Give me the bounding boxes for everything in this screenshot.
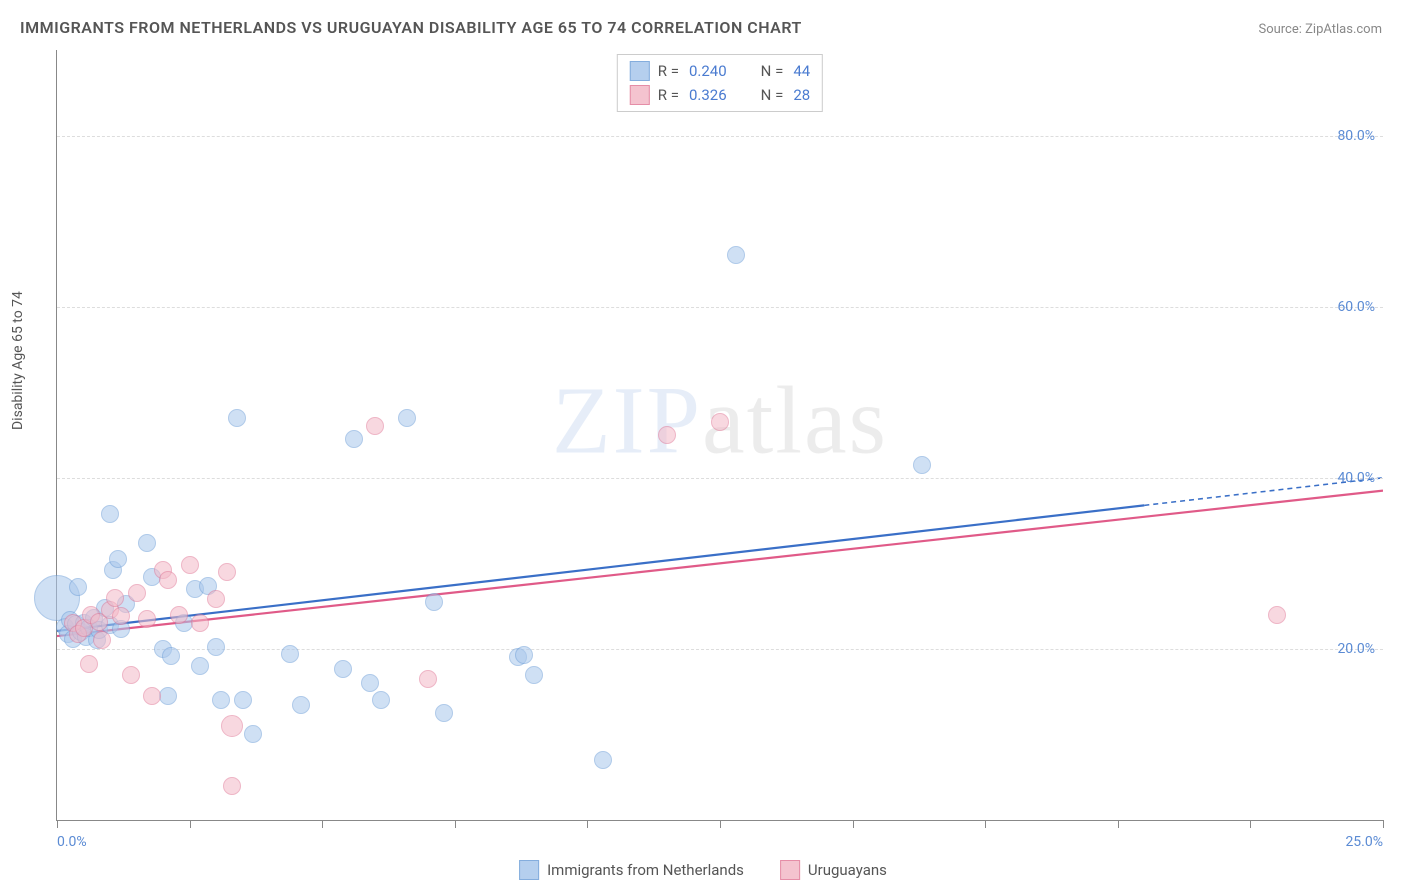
- data-point: [181, 556, 199, 574]
- data-point: [361, 674, 379, 692]
- x-tick: [853, 820, 854, 828]
- data-point: [122, 666, 140, 684]
- legend-item: Uruguayans: [780, 860, 887, 880]
- data-point: [398, 409, 416, 427]
- data-point: [218, 563, 236, 581]
- data-point: [228, 409, 246, 427]
- data-point: [594, 751, 612, 769]
- legend-label: Uruguayans: [808, 861, 887, 879]
- data-point: [727, 246, 745, 264]
- stats-legend-box: R = 0.240 N = 44 R = 0.326 N = 28: [617, 54, 823, 112]
- bottom-legend: Immigrants from Netherlands Uruguayans: [519, 860, 887, 880]
- stat-n-label: N =: [761, 59, 784, 83]
- x-tick: [57, 820, 58, 828]
- stat-r-value: 0.326: [689, 83, 727, 107]
- chart-title: IMMIGRANTS FROM NETHERLANDS VS URUGUAYAN…: [20, 18, 802, 37]
- data-point: [366, 417, 384, 435]
- x-tick: [1118, 820, 1119, 828]
- x-tick: [587, 820, 588, 828]
- data-point: [106, 589, 124, 607]
- x-tick: [1250, 820, 1251, 828]
- data-point: [913, 456, 931, 474]
- data-point: [207, 590, 225, 608]
- data-point: [658, 426, 676, 444]
- data-point: [435, 704, 453, 722]
- data-point: [234, 691, 252, 709]
- legend-swatch: [630, 61, 650, 81]
- data-point: [281, 645, 299, 663]
- stat-n-value: 44: [793, 59, 810, 83]
- x-tick: [720, 820, 721, 828]
- x-tick: [455, 820, 456, 828]
- data-point: [69, 578, 87, 596]
- plot-area: ZIPatlas R = 0.240 N = 44 R = 0.326 N = 28 20.0…: [56, 50, 1383, 821]
- y-tick-label: 80.0%: [1337, 128, 1375, 144]
- data-point: [191, 614, 209, 632]
- data-point: [207, 638, 225, 656]
- data-point: [159, 687, 177, 705]
- data-point: [80, 655, 98, 673]
- watermark-sub: atlas: [702, 366, 888, 473]
- stat-n-value: 28: [793, 83, 810, 107]
- legend-label: Immigrants from Netherlands: [547, 861, 744, 879]
- data-point: [372, 691, 390, 709]
- data-point: [138, 534, 156, 552]
- trend-lines: [57, 50, 1383, 820]
- data-point: [334, 660, 352, 678]
- data-point: [221, 715, 243, 737]
- stat-r-label: R =: [658, 83, 679, 107]
- data-point: [93, 631, 111, 649]
- stats-row: R = 0.240 N = 44: [630, 59, 810, 83]
- data-point: [143, 687, 161, 705]
- legend-swatch: [519, 860, 539, 880]
- x-tick: [322, 820, 323, 828]
- y-tick-label: 20.0%: [1337, 641, 1375, 657]
- legend-item: Immigrants from Netherlands: [519, 860, 744, 880]
- source-label: Source: ZipAtlas.com: [1258, 22, 1382, 37]
- gridline: [57, 649, 1383, 650]
- data-point: [425, 593, 443, 611]
- data-point: [128, 584, 146, 602]
- y-axis-label: Disability Age 65 to 74: [10, 291, 26, 430]
- gridline: [57, 307, 1383, 308]
- stat-n-label: N =: [761, 83, 784, 107]
- x-tick-label: 0.0%: [57, 834, 87, 850]
- gridline: [57, 478, 1383, 479]
- data-point: [212, 691, 230, 709]
- data-point: [223, 777, 241, 795]
- watermark-main: ZIP: [552, 366, 702, 473]
- data-point: [112, 607, 130, 625]
- y-tick-label: 60.0%: [1337, 299, 1375, 315]
- gridline: [57, 136, 1383, 137]
- data-point: [109, 550, 127, 568]
- data-point: [1268, 606, 1286, 624]
- data-point: [191, 657, 209, 675]
- data-point: [515, 646, 533, 664]
- y-tick-label: 40.0%: [1337, 470, 1375, 486]
- data-point: [138, 610, 156, 628]
- data-point: [162, 647, 180, 665]
- data-point: [244, 725, 262, 743]
- x-tick: [985, 820, 986, 828]
- x-tick: [190, 820, 191, 828]
- data-point: [292, 696, 310, 714]
- stat-r-label: R =: [658, 59, 679, 83]
- data-point: [159, 571, 177, 589]
- data-point: [525, 666, 543, 684]
- x-tick-label: 25.0%: [1345, 834, 1383, 850]
- legend-swatch: [780, 860, 800, 880]
- x-tick: [1383, 820, 1384, 828]
- stat-r-value: 0.240: [689, 59, 727, 83]
- data-point: [101, 505, 119, 523]
- data-point: [711, 413, 729, 431]
- data-point: [419, 670, 437, 688]
- data-point: [345, 430, 363, 448]
- legend-swatch: [630, 85, 650, 105]
- stats-row: R = 0.326 N = 28: [630, 83, 810, 107]
- data-point: [170, 606, 188, 624]
